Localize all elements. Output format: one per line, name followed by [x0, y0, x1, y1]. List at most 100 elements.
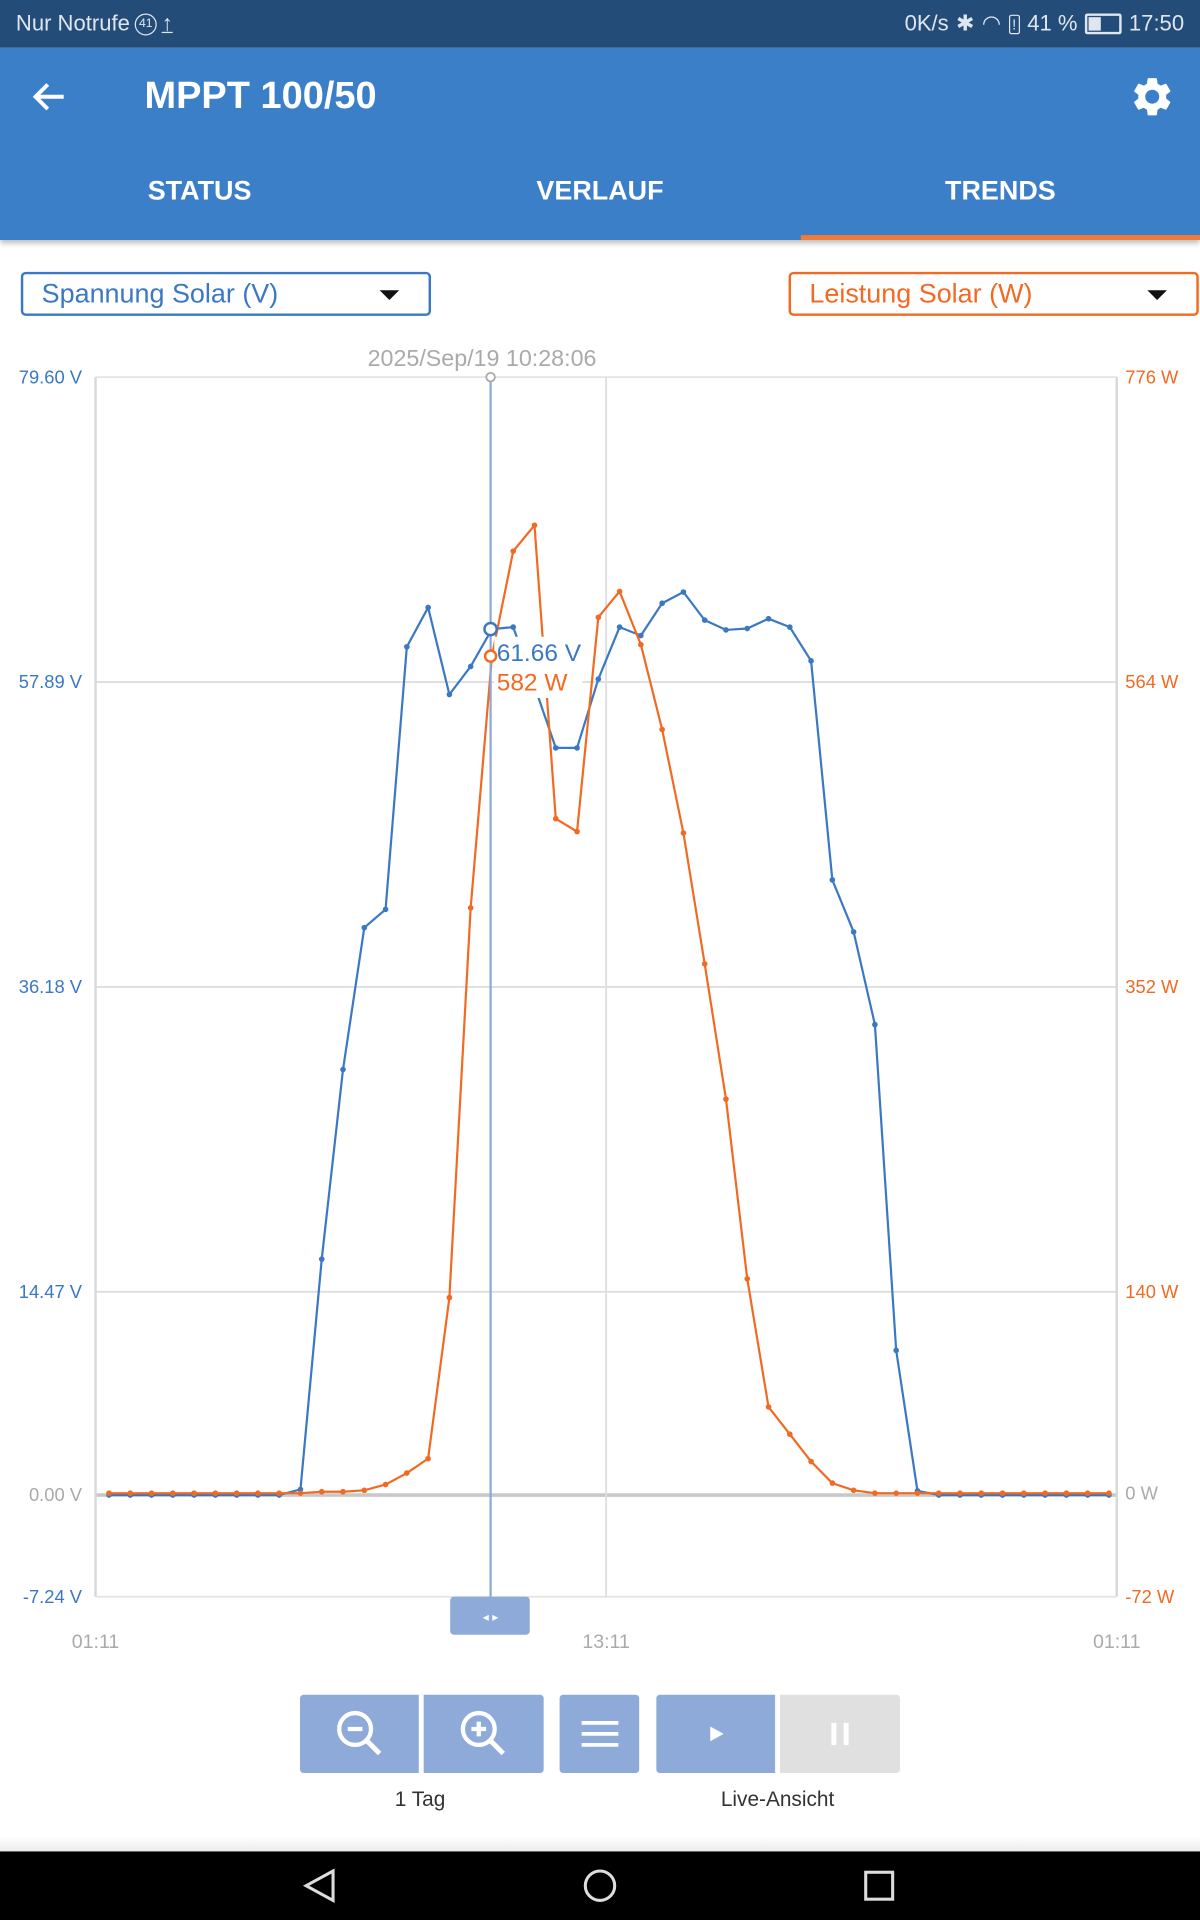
carrier-text: Nur Notrufe [15, 11, 130, 36]
zoom-out-button[interactable] [300, 1694, 419, 1774]
data-point [191, 1490, 197, 1497]
data-point [701, 961, 708, 967]
y-left-tick-label: 36.18 V [19, 976, 83, 997]
net-speed: 0K/s [904, 11, 949, 36]
data-point [872, 1021, 878, 1028]
data-point [1106, 1490, 1112, 1497]
data-point [1042, 1490, 1048, 1497]
data-point [148, 1490, 155, 1497]
play-icon [709, 1726, 724, 1742]
data-point [552, 745, 559, 751]
data-point [446, 691, 453, 698]
data-point [510, 624, 517, 630]
pause-icon [831, 1722, 849, 1745]
data-point [212, 1490, 219, 1497]
data-point [786, 1431, 793, 1438]
live-view-label: Live-Ansicht [720, 1787, 835, 1812]
drag-arrows-icon: ◂ ▸ [483, 1610, 499, 1624]
data-point [552, 815, 559, 822]
cursor-power-marker [483, 649, 498, 663]
data-point [850, 1487, 857, 1494]
data-point [340, 1488, 346, 1495]
data-point [297, 1490, 304, 1497]
notification-count: 41 [134, 12, 157, 35]
tab-status[interactable]: STATUS [147, 175, 252, 206]
data-point [169, 1490, 176, 1497]
battery-icon [1084, 13, 1122, 35]
data-point [765, 1404, 772, 1410]
data-point [829, 1480, 836, 1486]
data-point [765, 615, 772, 622]
nav-recents-icon[interactable] [864, 1870, 895, 1901]
y-left-tick-label: 0.00 V [29, 1484, 83, 1505]
data-point [531, 522, 538, 529]
data-point [999, 1490, 1006, 1497]
data-point [595, 614, 602, 621]
wifi-icon: ◠ [981, 11, 1002, 36]
battery-percent: 41 % [1027, 11, 1078, 36]
data-point [680, 830, 687, 836]
y-right-tick-label: 352 W [1125, 976, 1179, 997]
menu-button[interactable] [559, 1694, 640, 1774]
data-point [701, 617, 708, 623]
data-point [850, 929, 857, 935]
tab-verlauf[interactable]: VERLAUF [536, 175, 664, 206]
sim-alert-icon: ! [1008, 14, 1020, 34]
page-title: MPPT 100/50 [144, 73, 377, 117]
data-point [127, 1490, 134, 1497]
right-series-label: Leistung Solar (W) [809, 277, 1033, 309]
menu-icon [581, 1721, 618, 1747]
zoom-in-button[interactable] [423, 1694, 544, 1774]
right-series-select[interactable]: Leistung Solar (W) [788, 271, 1199, 316]
nav-back-icon[interactable] [302, 1868, 335, 1903]
data-point [808, 1458, 814, 1465]
x-tick-label: 01:11 [72, 1631, 120, 1653]
chevron-down-icon [1147, 290, 1167, 301]
data-point [361, 1487, 368, 1494]
data-point [957, 1490, 963, 1497]
app-bar: MPPT 100/50 STATUS VERLAUF TRENDS [0, 47, 1200, 241]
series-line-power [108, 522, 1109, 1495]
cursor-label-bg [494, 636, 583, 698]
data-point [233, 1490, 240, 1497]
arrow-left-icon[interactable] [27, 75, 71, 119]
y-right-tick-label: 140 W [1125, 1281, 1179, 1302]
data-point [914, 1490, 921, 1497]
cursor-power-value: 582 W [497, 670, 569, 697]
cursor-voltage-value: 61.66 V [497, 640, 582, 667]
data-point [425, 1455, 431, 1462]
data-point [595, 676, 602, 682]
cursor-drag-handle[interactable] [450, 1596, 530, 1635]
data-point [425, 604, 431, 611]
data-point [446, 1294, 453, 1301]
data-point [276, 1490, 283, 1497]
cursor-voltage-marker [483, 621, 498, 637]
data-point [744, 625, 751, 632]
pause-button[interactable] [780, 1694, 901, 1774]
y-right-tick-label: -72 W [1125, 1586, 1175, 1607]
nav-home-icon[interactable] [583, 1869, 617, 1902]
data-point [978, 1490, 985, 1497]
system-nav-bar [0, 1851, 1200, 1921]
chevron-down-icon [379, 290, 400, 301]
data-point [255, 1490, 261, 1497]
tab-trends[interactable]: TRENDS [800, 147, 1200, 241]
data-point [1084, 1490, 1091, 1497]
data-point [1021, 1490, 1027, 1497]
play-button[interactable] [656, 1694, 776, 1774]
data-point [340, 1066, 346, 1073]
status-bar: Nur Notrufe 41 ↑ 0K/s ✱ ◠ ! 41 % 17:50 [0, 0, 1200, 48]
data-point [616, 624, 623, 630]
data-point [467, 905, 474, 911]
data-point [723, 627, 729, 633]
data-point [723, 1096, 729, 1102]
y-right-tick-label: 564 W [1125, 671, 1179, 692]
clock: 17:50 [1128, 11, 1185, 36]
trend-chart[interactable]: 79.60 V 57.89 V 36.18 V 14.47 V 0.00 V -7.24 … [0, 0, 1200, 1678]
cursor-top-marker [485, 371, 496, 383]
left-series-select[interactable]: Spannung Solar (V) [20, 271, 432, 316]
data-point [808, 658, 814, 664]
gear-icon[interactable] [1129, 73, 1176, 120]
data-point [935, 1490, 942, 1497]
data-point [616, 588, 623, 595]
